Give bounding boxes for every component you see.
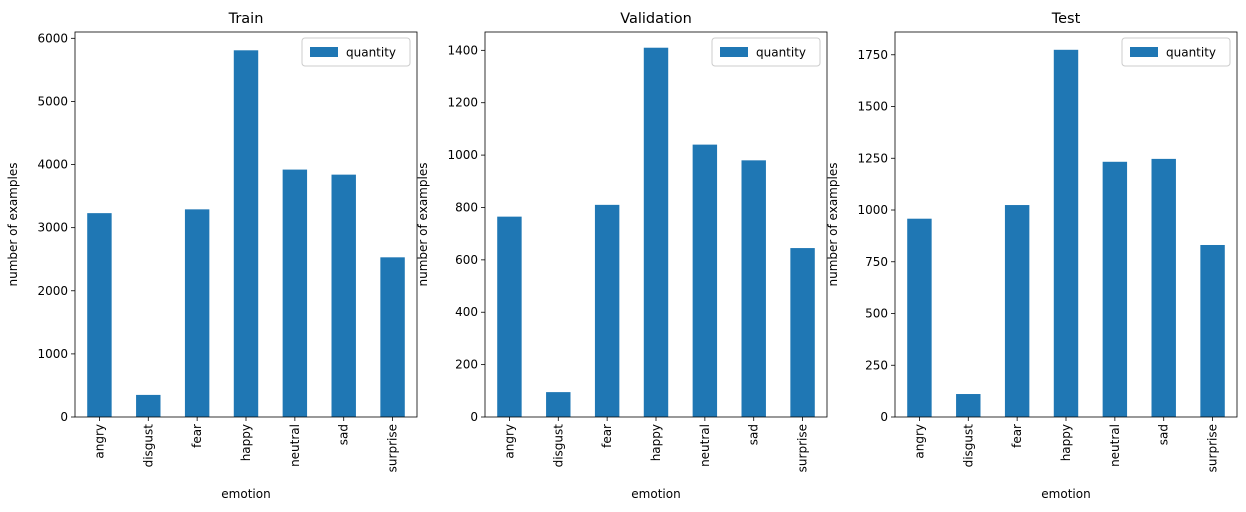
x-tick-label: sad (337, 424, 351, 445)
bar-angry (87, 213, 112, 417)
y-tick-label: 1250 (857, 151, 888, 165)
x-tick-label: disgust (551, 424, 565, 468)
bar-surprise (380, 257, 405, 417)
y-tick-label: 0 (880, 410, 888, 424)
y-tick-label: 2000 (37, 284, 68, 298)
bar-fear (184, 209, 210, 417)
bar-happy (233, 50, 259, 417)
x-tick-label: fear (600, 424, 614, 448)
y-tick-label: 800 (455, 200, 478, 214)
y-tick-label: 5000 (37, 94, 68, 108)
x-tick-label: disgust (141, 424, 155, 468)
y-tick-label: 600 (455, 253, 478, 267)
bar-fear (594, 204, 620, 417)
bar-angry (497, 216, 522, 417)
x-tick-label: angry (92, 424, 106, 459)
y-tick-label: 6000 (37, 31, 68, 45)
chart-title: Validation (620, 11, 692, 27)
y-tick-label: 1000 (37, 347, 68, 361)
y-tick-label: 1000 (447, 148, 478, 162)
x-tick-label: fear (1010, 424, 1024, 448)
y-tick-label: 1200 (447, 96, 478, 110)
bar-disgust (956, 394, 981, 417)
y-axis-label: number of examples (6, 163, 20, 287)
legend-label: quantity (346, 46, 396, 60)
y-axis-label: number of examples (826, 163, 840, 287)
y-tick-label: 500 (865, 307, 888, 321)
legend-label: quantity (756, 46, 806, 60)
x-tick-label: happy (649, 424, 663, 461)
legend-swatch (720, 47, 748, 57)
chart-panel-0: 0 1000 2000 3000 4000 5000 6000 angry disgust fea… (6, 11, 418, 501)
legend-box (711, 37, 821, 67)
bar-disgust (136, 394, 161, 417)
x-tick-label: happy (1059, 424, 1073, 461)
bar-sad (1151, 158, 1176, 418)
legend-swatch (1130, 47, 1158, 57)
y-tick-label: 0 (470, 410, 478, 424)
chart-panel-1: 0 200 400 600 800 1000 1200 1400 angry disgust fea… (416, 11, 828, 501)
x-tick-label: happy (239, 424, 253, 461)
bar-neutral (1102, 161, 1128, 417)
y-tick-label: 4000 (37, 158, 68, 172)
x-axis-label: emotion (1041, 487, 1090, 501)
bar-neutral (692, 144, 718, 417)
legend-label: quantity (1166, 46, 1216, 60)
legend-box (301, 37, 411, 67)
x-tick-label: sad (1157, 424, 1171, 445)
x-tick-label: surprise (386, 424, 400, 472)
y-tick-label: 1400 (447, 43, 478, 57)
y-tick-label: 400 (455, 305, 478, 319)
y-axis-label: number of examples (416, 163, 430, 287)
x-tick-label: angry (502, 424, 516, 459)
y-tick-label: 0 (60, 410, 68, 424)
x-tick-label: fear (190, 424, 204, 448)
x-tick-label: surprise (1206, 424, 1220, 472)
x-tick-label: disgust (961, 424, 975, 468)
x-tick-label: angry (912, 424, 926, 459)
chart-title: Train (228, 11, 264, 27)
x-axis-label: emotion (221, 487, 270, 501)
y-tick-label: 200 (455, 358, 478, 372)
bar-fear (1004, 205, 1030, 417)
bar-angry (907, 218, 932, 417)
y-tick-label: 1750 (857, 48, 888, 62)
y-tick-label: 1000 (857, 203, 888, 217)
bar-sad (331, 174, 356, 417)
y-tick-label: 1500 (857, 100, 888, 114)
bar-happy (643, 47, 669, 417)
bar-surprise (1200, 244, 1225, 417)
bar-neutral (282, 169, 308, 417)
x-tick-label: neutral (288, 424, 302, 467)
y-tick-label: 250 (865, 358, 888, 372)
bar-sad (741, 160, 766, 418)
bar-surprise (790, 248, 815, 417)
bar-disgust (546, 392, 571, 417)
x-tick-label: sad (747, 424, 761, 445)
legend-swatch (310, 47, 338, 57)
x-axis-label: emotion (631, 487, 680, 501)
y-tick-label: 750 (865, 255, 888, 269)
x-tick-label: surprise (796, 424, 810, 472)
y-tick-label: 3000 (37, 221, 68, 235)
chart-title: Test (1051, 11, 1081, 27)
chart-panel-2: 0 250 500 750 1000 1250 1500 1750 angry disgust fe… (826, 11, 1238, 501)
bar-happy (1053, 49, 1079, 417)
legend-box (1121, 37, 1231, 67)
x-tick-label: neutral (698, 424, 712, 467)
x-tick-label: neutral (1108, 424, 1122, 467)
